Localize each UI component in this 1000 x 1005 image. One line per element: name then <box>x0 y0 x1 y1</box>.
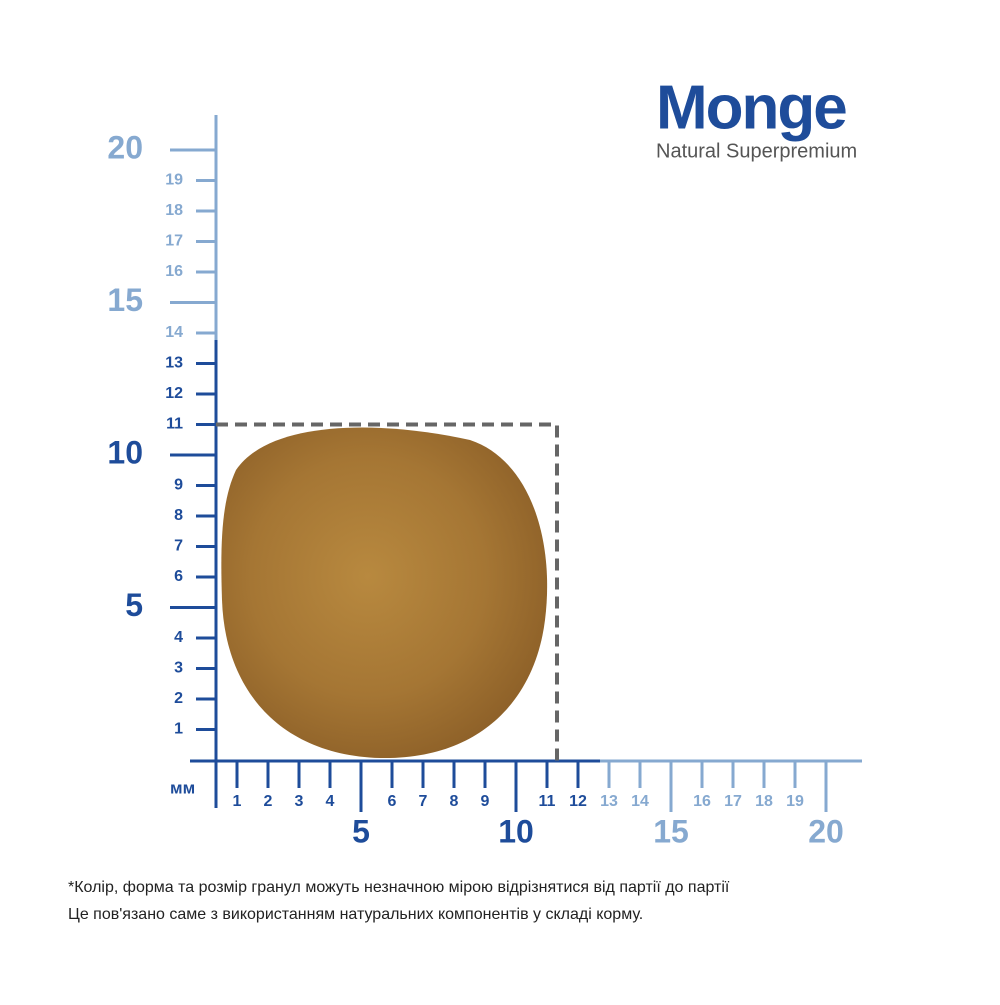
y-tick-label: 7 <box>174 538 183 555</box>
y-tick-label: 8 <box>174 507 183 524</box>
y-tick-label: 17 <box>165 233 183 250</box>
footnote-line: Це пов'язано саме з використанням натура… <box>68 906 643 923</box>
x-tick-label: 16 <box>693 793 711 810</box>
y-tick-label: 12 <box>165 385 183 402</box>
x-tick-label: 1 <box>233 793 242 810</box>
y-tick-label: 20 <box>107 129 143 165</box>
y-tick-label: 13 <box>165 355 183 372</box>
unit-label: мм <box>170 778 195 797</box>
y-tick-label: 2 <box>174 690 183 707</box>
x-tick-label: 9 <box>481 793 490 810</box>
x-tick-label: 5 <box>352 813 370 849</box>
logo: Monge Natural Superpremium <box>656 73 857 162</box>
x-tick-label: 3 <box>295 793 304 810</box>
x-tick-label: 14 <box>631 793 649 810</box>
x-tick-label: 11 <box>539 793 556 810</box>
y-tick-label: 3 <box>174 660 183 677</box>
x-tick-label: 2 <box>264 793 273 810</box>
y-tick-label: 4 <box>174 629 183 646</box>
x-tick-label: 6 <box>388 793 397 810</box>
y-tick-label: 6 <box>174 568 183 585</box>
footnote-line: *Колір, форма та розмір гранул можуть не… <box>68 879 730 896</box>
y-tick-label: 1 <box>174 721 183 738</box>
tagline: Natural Superpremium <box>656 140 857 162</box>
x-tick-label: 8 <box>450 793 459 810</box>
y-tick-label: 19 <box>165 172 183 189</box>
kibble <box>221 427 548 759</box>
y-tick-label: 16 <box>165 263 183 280</box>
x-tick-label: 15 <box>653 813 689 849</box>
x-tick-label: 13 <box>600 793 618 810</box>
x-tick-label: 18 <box>755 793 773 810</box>
x-tick-label: 19 <box>786 793 804 810</box>
x-tick-label: 4 <box>326 793 335 810</box>
y-tick-label: 10 <box>107 434 143 470</box>
x-tick-label: 12 <box>569 793 587 810</box>
x-tick-label: 10 <box>498 813 534 849</box>
y-tick-label: 9 <box>174 477 183 494</box>
x-tick-label: 17 <box>724 793 742 810</box>
y-tick-label: 15 <box>107 282 143 318</box>
y-tick-label: 18 <box>165 202 183 219</box>
y-tick-label: 5 <box>125 587 143 623</box>
x-tick-label: 7 <box>419 793 428 810</box>
y-tick-label: 11 <box>166 416 183 433</box>
x-tick-label: 20 <box>808 813 844 849</box>
brand: Monge <box>656 73 846 142</box>
y-tick-label: 14 <box>165 324 183 341</box>
